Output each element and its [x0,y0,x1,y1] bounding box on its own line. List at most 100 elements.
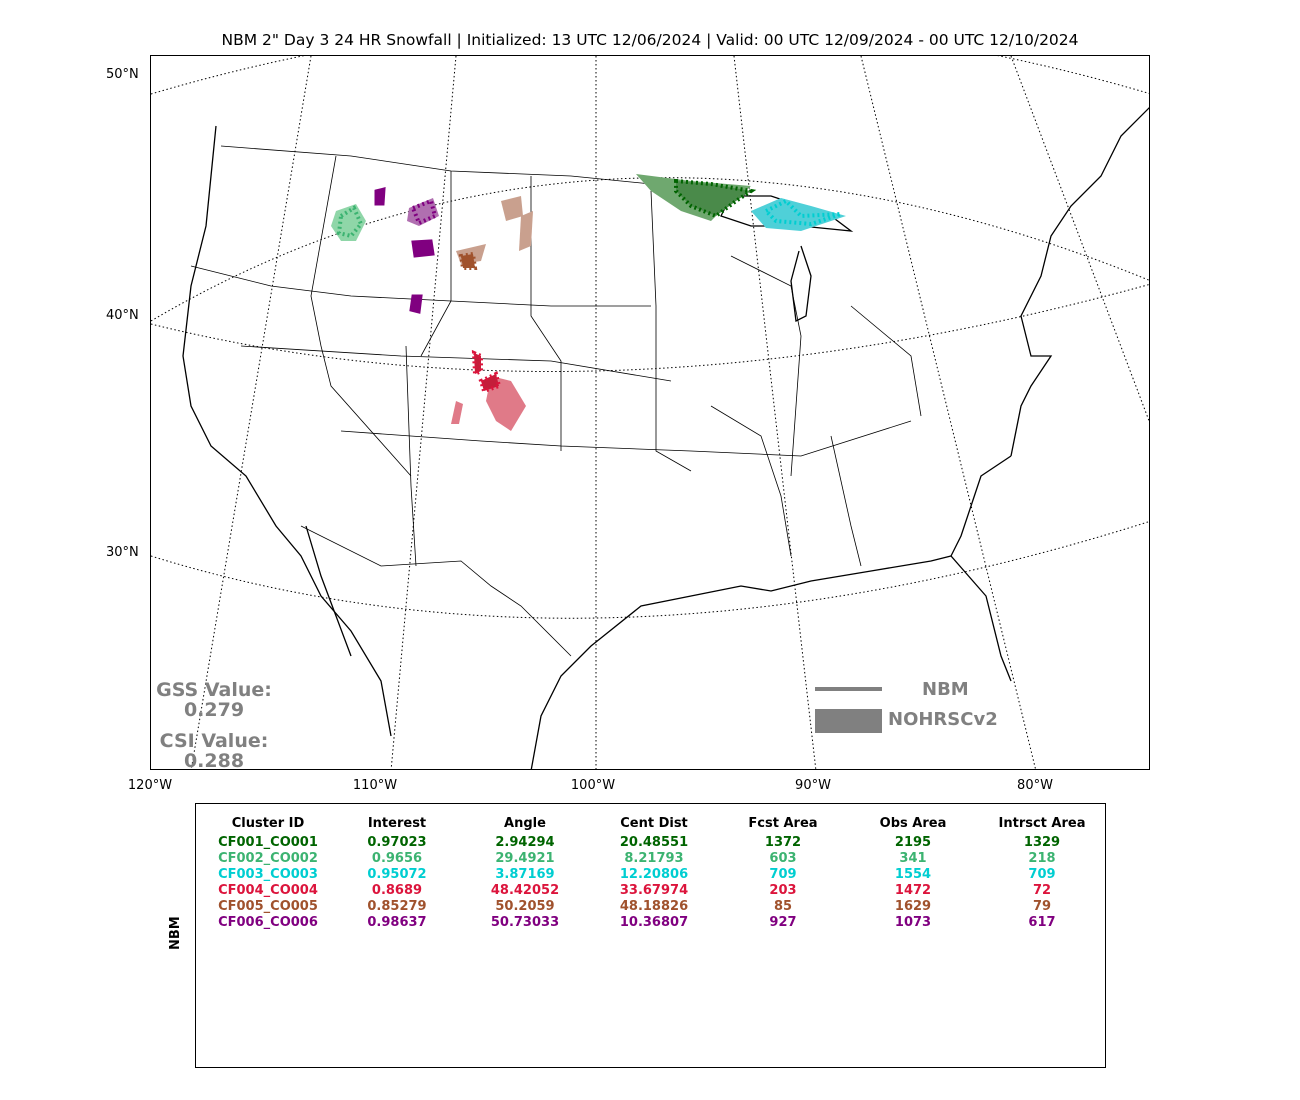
table-cell: 0.9656 [371,851,423,866]
table-header: Cluster ID [231,816,305,831]
border-5 [405,345,417,567]
chart-title: NBM 2" Day 3 24 HR Snowfall | Initialize… [221,31,1079,49]
lat-label-30: 30°N [106,545,139,560]
table-cell: 1372 [764,835,802,850]
mexico-border [300,525,572,657]
table-side-label: NBM [168,916,183,950]
borders [190,145,922,657]
table-cell: 50.2059 [495,899,555,914]
lon-label-90w: 90°W [795,778,831,793]
table-cell: 0.98637 [367,915,427,930]
csi-label: CSI Value: [159,730,269,752]
table-cell: CF002_CO002 [218,851,318,866]
table-cell: 8.21793 [624,851,684,866]
border-1 [190,265,651,307]
legend-observed-swatch [815,709,882,733]
table-cell: 341 [899,851,927,866]
border-3 [340,420,912,457]
table-cell: 72 [1032,883,1052,898]
table-cell: 33.67974 [619,883,689,898]
cluster-cf004-obs-2 [451,401,463,424]
table-cell: 1329 [1023,835,1061,850]
table-cell: 1073 [894,915,932,930]
table-cell: 48.18826 [619,899,689,914]
lat-label-40: 40°N [106,308,139,323]
border-7 [530,176,562,451]
table-cell: 0.85279 [367,899,427,914]
lat-label-50: 50°N [106,67,139,82]
east-coast [1010,107,1149,457]
table-cell: 29.4921 [495,851,555,866]
border-2 [240,345,672,382]
legend-observed-label: NOHRSCv2 [888,709,998,730]
table-cell: 2195 [894,835,932,850]
table-header: Cent Dist [620,816,688,831]
table-header: Intrsct Area [998,816,1086,831]
lon-label-120w: 120°W [127,778,173,793]
lon-label-100w: 100°W [570,778,616,793]
cluster-cf003-fcst [762,198,842,227]
table-cell: CF006_CO006 [218,915,318,930]
cluster-cf004-fcst [471,349,483,378]
table-cell: CF005_CO005 [218,899,318,914]
cluster-cf005-fcst [458,251,478,270]
border-6 [420,171,452,357]
cluster-cf006-fcst-4 [374,187,386,206]
table-cell: CF003_CO003 [218,867,318,882]
florida [950,455,1012,557]
table-cell: 203 [769,883,797,898]
border-10 [850,305,922,417]
parallel-40n [151,284,1149,372]
lon-label-110w: 110°W [352,778,398,793]
meridian-120w [190,56,312,769]
gss-value: 0.279 [183,699,245,721]
cluster-cf005-obs [501,196,523,221]
table-cell: 48.42052 [490,883,560,898]
map-svg [151,56,1149,769]
table-cell: 50.73033 [490,915,560,930]
table-cell: 2.94294 [495,835,555,850]
cluster-cf006-obs [407,198,439,226]
meridian-70w [1010,56,1149,423]
table-cell: 10.36807 [619,915,689,930]
meridian-90w [733,56,817,769]
table-cell: 79 [1032,899,1052,914]
cluster-cf005-obs-2 [519,211,533,251]
table-cell: 0.8689 [371,883,423,898]
table-cell: 20.48551 [619,835,689,850]
parallel-50n [151,56,1149,95]
table-cell: 709 [769,867,797,882]
lake-michigan [790,245,812,322]
west-coast [182,125,392,737]
cluster-cf004-obs [486,376,526,431]
table-header: Obs Area [879,816,947,831]
cluster-cf001-fcst [674,178,757,219]
meridian-80w [860,56,1037,769]
border-4 [310,155,412,477]
baja [305,525,352,657]
border-9 [730,255,802,477]
border-8 [650,190,692,472]
table-cell: 1554 [894,867,932,882]
border-12 [830,435,862,567]
legend-forecast-label: NBM [922,679,969,700]
table-header: Fcst Area [748,816,818,831]
table-cell: CF001_CO001 [218,835,318,850]
table-cell: 1472 [894,883,932,898]
table-cell: 0.95072 [367,867,427,882]
table-header: Interest [367,816,427,831]
table-cell: 617 [1028,915,1056,930]
table-cell: 218 [1028,851,1056,866]
table-cell: 927 [769,915,797,930]
cluster-cf002-fcst [336,205,364,239]
cluster-cf006-fcst-3 [409,294,423,314]
cluster-shapes [331,174,846,431]
table-cell: 12.20806 [619,867,689,882]
gss-label: GSS Value: [156,679,272,701]
legend-forecast-swatch [815,687,882,691]
table-cell: 603 [769,851,797,866]
graticule [151,56,1149,769]
parallel-45n [151,177,1149,322]
map-panel [150,55,1150,770]
csi-value: 0.288 [183,750,245,772]
